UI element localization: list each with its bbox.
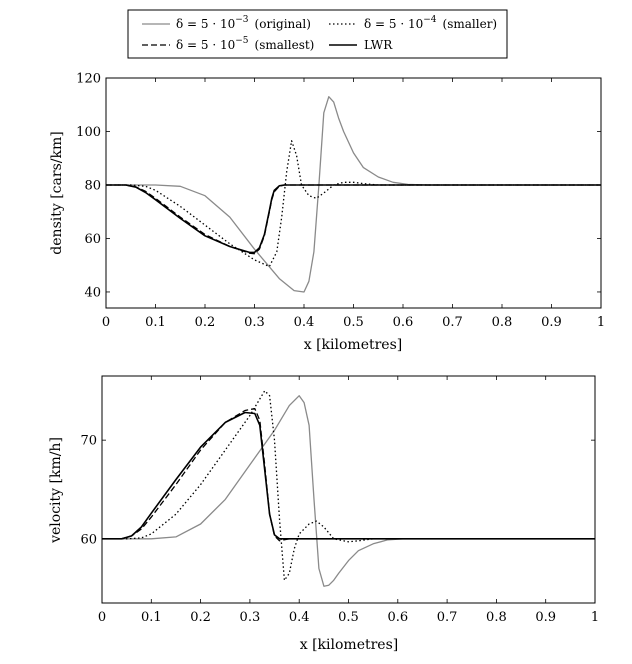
- velocity-x-tick-label: 0.6: [387, 610, 408, 625]
- legend-delta-smallest: δ = 5 · 10: [176, 38, 235, 52]
- legend: δ = 5 · 10−3 (original) δ = 5 · 10−4 (smal…: [127, 9, 508, 59]
- legend-note-smallest: (smallest): [255, 38, 315, 52]
- legend-delta-original: δ = 5 · 10: [176, 17, 235, 31]
- legend-note-smaller: (smaller): [443, 17, 498, 31]
- velocity-y-tick-label: 70: [80, 434, 97, 449]
- density-x-tick-label: 1: [597, 315, 605, 330]
- density-series-lwr: [106, 184, 601, 254]
- legend-label-lwr: LWR: [364, 38, 393, 52]
- velocity-x-tick-label: 0.3: [240, 610, 261, 625]
- legend-entry-original: δ = 5 · 10−3 (original): [142, 15, 311, 31]
- velocity-x-tick-label: 0.9: [535, 610, 556, 625]
- density-series-orig: [106, 96, 601, 293]
- density-x-tick-label: 0.5: [343, 315, 364, 330]
- velocity-y-tick-label: 60: [80, 532, 97, 547]
- velocity-x-tick-label: 0.5: [338, 610, 359, 625]
- velocity-x-tick-label: 1: [591, 610, 599, 625]
- velocity-x-tick-label: 0.1: [141, 610, 162, 625]
- density-y-axis-title: density [cars/km]: [49, 131, 65, 254]
- velocity-series-lwr: [102, 411, 595, 540]
- density-y-tick-label: 100: [76, 125, 101, 140]
- velocity-series-smallest: [102, 407, 595, 542]
- legend-entry-smaller: δ = 5 · 10−4 (smaller): [329, 15, 497, 31]
- velocity-x-tick-label: 0.8: [486, 610, 507, 625]
- density-x-tick-label: 0.9: [541, 315, 562, 330]
- legend-exponent-smaller: −4: [423, 15, 437, 25]
- density-x-tick-label: 0.3: [244, 315, 265, 330]
- density-y-tick-label: 40: [84, 285, 101, 300]
- density-y-tick-label: 120: [76, 72, 101, 87]
- density-plot-frame: [105, 77, 602, 309]
- legend-entry-smallest: δ = 5 · 10−5 (smallest): [142, 36, 314, 52]
- velocity-plot-frame: [101, 375, 596, 604]
- density-y-tick-label: 80: [84, 178, 101, 193]
- svg-text:δ = 5 · 10−5(smallest): δ = 5 · 10−5 (smallest): [176, 36, 314, 52]
- density-x-axis-title: x [kilometres]: [304, 337, 403, 353]
- legend-exponent-smallest: −5: [235, 36, 249, 46]
- density-series-small: [106, 140, 601, 268]
- density-x-tick-label: 0.7: [442, 315, 463, 330]
- velocity-chart: 0 0.1 0.2 0.3 0.4 0.5 0.6 0.7 0.8 0.9 1 60 70 veloci…: [48, 375, 599, 653]
- density-series-smallest: [106, 184, 601, 255]
- density-x-tick-label: 0.8: [492, 315, 513, 330]
- legend-exponent-original: −3: [235, 15, 249, 25]
- legend-entry-lwr: LWR: [329, 38, 393, 52]
- velocity-x-tick-label: 0.2: [190, 610, 211, 625]
- density-x-tick-label: 0.6: [393, 315, 414, 330]
- legend-frame: [127, 9, 508, 59]
- svg-text:δ = 5 · 10−3(original): δ = 5 · 10−3 (original): [176, 15, 311, 31]
- velocity-x-tick-label: 0: [98, 610, 106, 625]
- velocity-x-axis-title: x [kilometres]: [300, 637, 399, 653]
- velocity-y-axis-title: velocity [km/h]: [48, 437, 64, 544]
- density-y-tick-label: 60: [84, 232, 101, 247]
- density-chart: 0 0.1 0.2 0.3 0.4 0.5 0.6 0.7 0.8 0.9 1 40 60 80 100 12…: [49, 72, 605, 354]
- velocity-x-tick-label: 0.7: [437, 610, 458, 625]
- velocity-x-tick-label: 0.4: [289, 610, 310, 625]
- density-x-tick-label: 0.4: [294, 315, 315, 330]
- density-x-tick-label: 0.1: [145, 315, 166, 330]
- density-x-tick-label: 0: [102, 315, 110, 330]
- legend-note-original: (original): [255, 17, 311, 31]
- legend-delta-smaller: δ = 5 · 10: [364, 17, 423, 31]
- density-x-tick-label: 0.2: [195, 315, 216, 330]
- svg-text:δ = 5 · 10−4(smaller): δ = 5 · 10−4 (smaller): [364, 15, 497, 31]
- velocity-series-small: [102, 390, 595, 581]
- velocity-series-orig: [102, 395, 595, 587]
